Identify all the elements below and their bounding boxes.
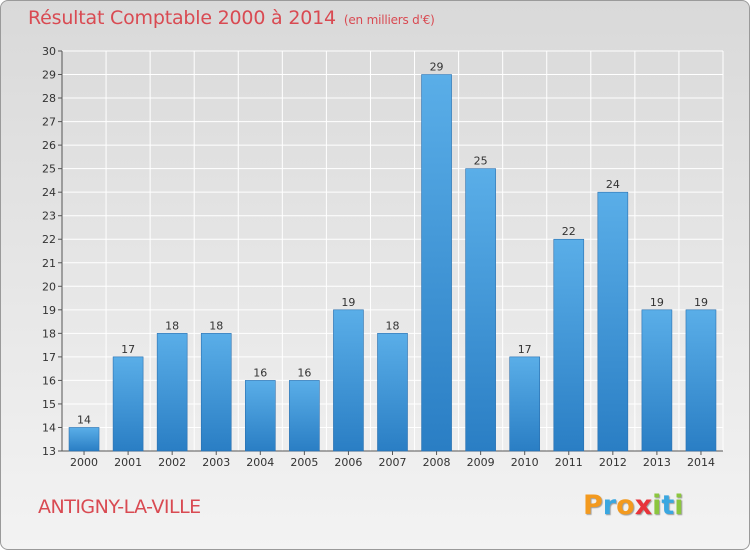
bar-2006 bbox=[333, 309, 364, 452]
y-tick-label: 20 bbox=[42, 280, 56, 293]
y-tick-label: 14 bbox=[42, 421, 56, 434]
bar-2008 bbox=[421, 74, 452, 452]
bar-2003 bbox=[200, 333, 232, 452]
chart-title: Résultat Comptable 2000 à 2014 (en millie… bbox=[28, 7, 435, 29]
logo-letter: o bbox=[616, 490, 635, 521]
chart-subtitle: (en milliers d'€) bbox=[343, 13, 435, 27]
bar-2004 bbox=[245, 380, 276, 452]
x-tick-label-2011: 2011 bbox=[555, 456, 583, 469]
x-tick-label-2008: 2008 bbox=[423, 456, 451, 469]
bar-2001 bbox=[112, 356, 144, 452]
bar-2002 bbox=[156, 333, 188, 452]
x-tick-label-2007: 2007 bbox=[379, 456, 407, 469]
bar-2012 bbox=[597, 191, 629, 452]
y-tick-label: 16 bbox=[42, 374, 56, 387]
value-label-2000: 14 bbox=[77, 413, 91, 426]
value-label-2002: 18 bbox=[165, 319, 179, 332]
value-label-2014: 19 bbox=[694, 296, 708, 309]
y-tick-label: 15 bbox=[42, 398, 56, 411]
logo-letter: P bbox=[583, 490, 603, 521]
x-tick-label-2001: 2001 bbox=[114, 456, 142, 469]
proxiti-logo[interactable]: Proxiti bbox=[583, 490, 684, 521]
x-tick-label-2000: 2000 bbox=[70, 456, 98, 469]
value-label-2001: 17 bbox=[121, 343, 135, 356]
y-tick-label: 27 bbox=[42, 116, 56, 129]
bar-2000 bbox=[68, 427, 100, 452]
logo-letter: t bbox=[661, 490, 675, 521]
logo-letter: i bbox=[652, 490, 662, 521]
logo-letter: i bbox=[674, 490, 684, 521]
value-label-2013: 19 bbox=[650, 296, 664, 309]
chart-title-text: Résultat Comptable 2000 à 2014 bbox=[28, 7, 336, 29]
value-label-2005: 16 bbox=[297, 366, 311, 379]
x-tick-label-2002: 2002 bbox=[158, 456, 186, 469]
x-tick-label-2014: 2014 bbox=[687, 456, 715, 469]
y-tick-label: 23 bbox=[42, 210, 56, 223]
y-tick-label: 25 bbox=[42, 163, 56, 176]
value-label-2008: 29 bbox=[430, 61, 444, 74]
value-label-2009: 25 bbox=[474, 155, 488, 168]
bar-2010 bbox=[509, 356, 541, 452]
bar-2007 bbox=[377, 333, 408, 452]
x-tick-label-2012: 2012 bbox=[599, 456, 627, 469]
bar-2009 bbox=[465, 168, 496, 452]
bar-2005 bbox=[289, 380, 320, 452]
value-label-2007: 18 bbox=[386, 319, 400, 332]
y-tick-label: 26 bbox=[42, 139, 56, 152]
logo-letter: x bbox=[634, 490, 653, 521]
x-tick-label-2004: 2004 bbox=[246, 456, 274, 469]
y-tick-label: 22 bbox=[42, 233, 56, 246]
value-label-2003: 18 bbox=[209, 319, 223, 332]
y-tick-label: 19 bbox=[42, 304, 56, 317]
value-label-2010: 17 bbox=[518, 343, 532, 356]
x-tick-label-2009: 2009 bbox=[467, 456, 495, 469]
y-tick-label: 24 bbox=[42, 186, 56, 199]
commune-name: ANTIGNY-LA-VILLE bbox=[38, 496, 201, 518]
y-tick-label: 13 bbox=[42, 445, 56, 458]
x-tick-label-2005: 2005 bbox=[290, 456, 318, 469]
value-label-2004: 16 bbox=[253, 366, 267, 379]
bar-layer bbox=[68, 74, 717, 452]
y-tick-label: 21 bbox=[42, 257, 56, 270]
x-tick-label-2003: 2003 bbox=[202, 456, 230, 469]
bar-2011 bbox=[553, 238, 585, 452]
bar-2013 bbox=[641, 309, 673, 452]
x-tick-label-2013: 2013 bbox=[643, 456, 671, 469]
y-tick-label: 30 bbox=[42, 45, 56, 58]
x-tick-label-2010: 2010 bbox=[511, 456, 539, 469]
value-label-2012: 24 bbox=[606, 178, 620, 191]
bar-2014 bbox=[685, 309, 717, 452]
logo-letter: r bbox=[602, 490, 617, 521]
y-tick-label: 28 bbox=[42, 92, 56, 105]
y-tick-label: 17 bbox=[42, 351, 56, 364]
y-tick-label: 18 bbox=[42, 327, 56, 340]
value-label-2011: 22 bbox=[562, 225, 576, 238]
label-layer: 2000 14 2001 17 2002 18 2003 18 2004 16 2005 16 2006… bbox=[70, 61, 715, 469]
value-label-2006: 19 bbox=[341, 296, 355, 309]
y-tick-label: 29 bbox=[42, 69, 56, 82]
x-tick-label-2006: 2006 bbox=[334, 456, 362, 469]
